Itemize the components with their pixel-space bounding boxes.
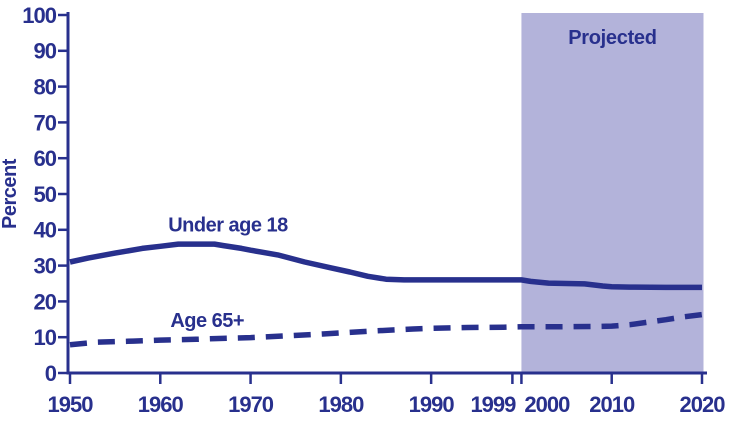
x-tick-label: 2020 — [680, 392, 726, 417]
y-tick-label: 0 — [45, 361, 57, 386]
y-tick-label: 20 — [34, 289, 57, 314]
x-ticks: 1950 1960 1970 1980 1990 1999 2000 2010 2020 — [48, 373, 726, 417]
x-tick-label: 1999 — [470, 392, 516, 417]
series-line-age-65- — [69, 311, 703, 348]
x-tick-label: 2010 — [589, 392, 635, 417]
x-tick-label: 1990 — [409, 392, 455, 417]
y-tick-label: 100 — [22, 3, 56, 28]
y-axis-label: Percent — [0, 158, 21, 229]
series-label: Age 65+ — [170, 310, 244, 332]
y-tick-label: 50 — [34, 182, 57, 207]
x-tick-label: 1960 — [138, 392, 184, 417]
series-line-under-age-18 — [69, 241, 702, 291]
axes — [66, 12, 707, 375]
x-tick-label: 1980 — [318, 392, 364, 417]
x-tick-label: 1970 — [228, 392, 274, 417]
projected-region — [521, 13, 704, 372]
projected-label: Projected — [568, 27, 656, 49]
x-tick-label: 2000 — [524, 392, 570, 417]
x-tick-label: 1950 — [48, 392, 94, 417]
y-tick-label: 30 — [34, 254, 57, 279]
y-tick-label: 90 — [34, 39, 57, 64]
y-tick-label: 70 — [34, 110, 57, 135]
y-tick-label: 80 — [34, 75, 57, 100]
y-tick-label: 40 — [34, 218, 57, 243]
series-label: Under age 18 — [168, 214, 288, 236]
y-tick-label: 60 — [34, 146, 57, 171]
y-ticks: 0 10 20 30 40 50 60 70 80 90 100 — [22, 3, 67, 386]
y-tick-label: 10 — [34, 325, 57, 350]
